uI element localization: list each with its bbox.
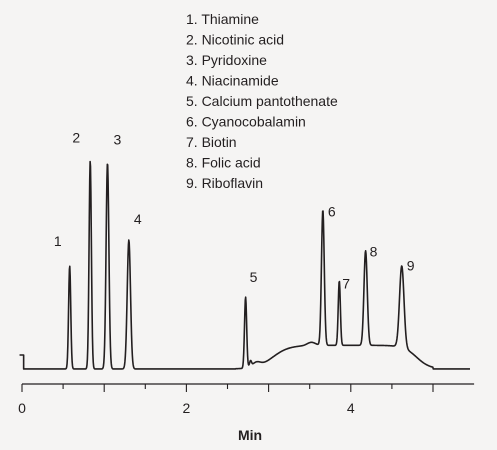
peak-label-2: 2 [72, 129, 80, 145]
legend-item-1: 1. Thiamine [186, 11, 259, 27]
peak-label-3: 3 [113, 132, 121, 148]
legend-item-9: 9. Riboflavin [186, 175, 263, 191]
x-axis: 0 2 4 [18, 383, 475, 416]
peak-label-6: 6 [328, 204, 336, 220]
legend-item-4: 4. Niacinamide [186, 73, 279, 89]
peak-label-4: 4 [134, 211, 142, 227]
x-tick-label: 2 [183, 400, 191, 416]
x-tick-label: 4 [347, 400, 355, 416]
legend-item-8: 8. Folic acid [186, 155, 261, 171]
peak-label-9: 9 [407, 257, 415, 273]
legend-item-2: 2. Nicotinic acid [186, 32, 284, 48]
peak-label-5: 5 [250, 269, 258, 285]
legend-item-3: 3. Pyridoxine [186, 52, 267, 68]
chromatogram-trace [19, 160, 471, 370]
peak-labels: 1 2 3 4 5 6 7 8 9 [54, 129, 415, 291]
peak-label-7: 7 [342, 276, 350, 292]
legend-item-7: 7. Biotin [186, 134, 237, 150]
peak-label-1: 1 [54, 233, 62, 249]
peak-label-8: 8 [370, 243, 378, 259]
x-axis-title: Min [238, 427, 262, 443]
legend-item-5: 5. Calcium pantothenate [186, 93, 338, 109]
legend: 1. Thiamine 2. Nicotinic acid 3. Pyridoxin… [186, 11, 338, 191]
legend-item-6: 6. Cyanocobalamin [186, 114, 306, 130]
x-tick-label: 0 [18, 400, 26, 416]
